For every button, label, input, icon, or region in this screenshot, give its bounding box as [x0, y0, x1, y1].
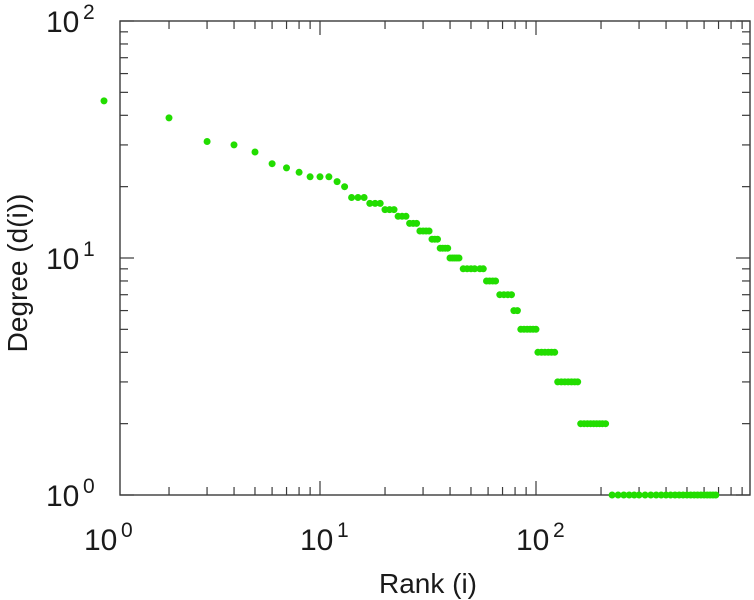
x-axis-label: Rank (i) [379, 568, 477, 599]
x-tick-label: 10 2 [516, 519, 565, 557]
y-tick-label-base: 10 [46, 480, 79, 513]
data-point [625, 491, 633, 499]
data-point [402, 212, 410, 220]
data-point [306, 173, 314, 181]
data-point [508, 291, 515, 299]
x-tick-label-base: 10 [300, 524, 333, 557]
y-tick-label-exponent: 2 [83, 1, 95, 24]
data-point [455, 254, 463, 262]
x-tick-label-exponent: 0 [121, 519, 133, 542]
x-tick-label-exponent: 2 [553, 519, 565, 542]
x-tick-label-base: 10 [84, 524, 117, 557]
data-point [203, 138, 211, 145]
axis-ticks [120, 20, 750, 496]
y-tick-label-base: 10 [46, 243, 79, 276]
x-tick-label: 10 1 [300, 519, 349, 557]
data-point [165, 114, 173, 122]
data-point [268, 160, 276, 168]
data-point [444, 244, 452, 252]
y-tick-label-exponent: 1 [83, 238, 95, 261]
data-point [492, 277, 500, 285]
data-point [620, 491, 628, 499]
data-point [316, 173, 324, 181]
x-tick-label-exponent: 1 [337, 519, 349, 542]
data-point [574, 378, 582, 386]
y-tick-label: 10 1 [46, 238, 95, 276]
data-point [325, 173, 333, 181]
data-point [295, 168, 303, 176]
y-tick-label: 10 2 [46, 1, 95, 39]
data-point [366, 199, 374, 207]
data-point [100, 97, 108, 105]
data-point [630, 491, 638, 499]
data-point [532, 325, 540, 333]
y-tick-label-base: 10 [46, 6, 79, 39]
y-tick-label: 10 0 [46, 475, 95, 513]
plot-area-border [119, 20, 751, 496]
data-point [360, 194, 368, 201]
data-point [371, 199, 379, 207]
data-point [376, 199, 384, 207]
x-tick-label-base: 10 [516, 524, 549, 557]
data-point [647, 491, 655, 499]
data-point [608, 491, 616, 499]
data-point [348, 194, 356, 201]
y-axis-label: Degree (d(i)) [2, 194, 33, 353]
data-point [657, 491, 665, 499]
data-point [641, 491, 649, 499]
data-point [602, 420, 610, 428]
data-point [251, 148, 259, 156]
data-point [333, 178, 341, 186]
data-point [230, 141, 238, 149]
data-point [413, 219, 421, 227]
data-point [513, 307, 521, 315]
data-point [479, 265, 487, 273]
data-point [551, 348, 559, 356]
data-point [390, 206, 398, 214]
data-point [471, 265, 479, 273]
data-point [434, 235, 441, 243]
data-point [283, 164, 290, 172]
x-tick-label: 10 0 [84, 519, 133, 557]
data-points [100, 97, 720, 499]
plot-frame [119, 20, 751, 496]
data-point [614, 491, 622, 499]
data-point [354, 194, 362, 201]
data-point [425, 227, 433, 235]
tick-labels: 10 0 10 1 10 210 010 110 2 [46, 1, 565, 557]
data-point [712, 491, 720, 499]
data-point [341, 183, 349, 191]
data-point [652, 491, 660, 499]
y-tick-label-exponent: 0 [83, 475, 95, 498]
data-point [635, 491, 643, 499]
